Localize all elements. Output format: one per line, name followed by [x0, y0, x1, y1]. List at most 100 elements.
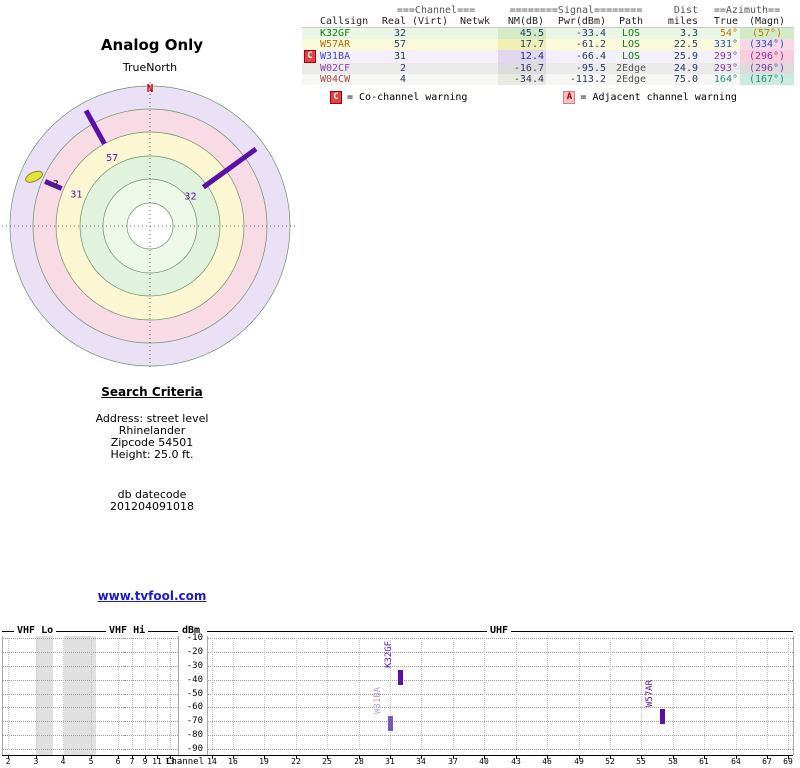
magnetic-azimuth-cell: (296°) [740, 50, 794, 63]
channel-tick [63, 755, 64, 759]
radar-station-label-32: 32 [184, 192, 196, 203]
co-channel-text: = Co-channel warning [347, 92, 468, 103]
channel-grid-line [704, 638, 705, 749]
grid-line [124, 679, 178, 681]
channel-tick-label: 46 [542, 757, 552, 766]
band-label-vhf-hi: VHF Hi [106, 625, 149, 636]
search-criteria-line-3: Height: 25.0 ft. [110, 448, 194, 461]
search-criteria-line-1: Rhinelander [118, 424, 186, 437]
signal-bar-label-W57AR: W57AR [645, 679, 655, 707]
channel-grid-line [610, 638, 611, 749]
channel-grid-line [516, 638, 517, 749]
nm-db-cell: 45.5 [498, 27, 546, 39]
true-azimuth-cell: 293° [713, 63, 738, 74]
channel-tick-label: 52 [605, 757, 615, 766]
channel-tick [157, 755, 158, 759]
channel-group-header: ===Channel=== [396, 5, 476, 16]
azimuth-group-header: ==Azimuth== [713, 5, 781, 16]
path-cell: 2Edge [615, 63, 647, 74]
grid-line [124, 665, 178, 667]
nm-db-cell: 17.7 [498, 39, 546, 50]
shaded-channel-band-0 [36, 636, 53, 755]
pwr-dbm-cell: -66.4 [575, 51, 606, 62]
channel-tick-label: 4 [60, 757, 66, 766]
radar-station-label--2: -2 [47, 179, 59, 190]
channel-tick [767, 755, 768, 759]
warning-cell [302, 39, 318, 50]
search-criteria-heading: Search Criteria [101, 385, 203, 399]
callsign-cell: K32GF [320, 28, 351, 39]
channel-tick [327, 755, 328, 759]
y-tick-label: -90 [186, 744, 203, 754]
search-criteria-line-2: Zipcode 54501 [110, 436, 194, 449]
channel-grid-line [157, 638, 158, 749]
miles-cell: 25.9 [673, 51, 698, 62]
grid-line [124, 735, 178, 737]
column-header-callsign-cell: Callsign [318, 16, 374, 28]
vhf-header-line [2, 631, 178, 632]
station-row-W02CF: W02CF 2 -16.7 -95.5 2Edge 24.9 293° (296°) [302, 63, 794, 74]
channel-grid-line [212, 638, 213, 749]
channel-tick [579, 755, 580, 759]
channel-grid-line [390, 638, 391, 749]
channel-grid-line [264, 638, 265, 749]
channel-grid-line [359, 638, 360, 749]
channel-tick [212, 755, 213, 759]
column-header-miles-cell: miles [654, 16, 700, 28]
virtual-channel-cell [408, 74, 452, 85]
callsign-cell: W31BA [320, 51, 351, 62]
column-header-virtual-channel-cell: (Virt) [408, 16, 452, 28]
grid-line [124, 638, 178, 639]
channel-grid-line [36, 638, 37, 749]
channel-tick [453, 755, 454, 759]
callsign-cell: W57AR [320, 39, 351, 50]
channel-grid-line [327, 638, 328, 749]
adjacent-channel-legend-item: A = Adjacent channel warning [563, 91, 737, 104]
radar-plot: 57 32 31 -2 N [2, 82, 298, 370]
grid-line [124, 707, 178, 709]
radar-station-mark-31 [44, 179, 63, 191]
co-channel-legend-item: C = Co-channel warning [330, 91, 467, 104]
channel-tick-label: 55 [636, 757, 646, 766]
grid-line [207, 638, 793, 639]
signal-bar-label-W31BA: W31BA [373, 686, 383, 714]
channel-tick-label: 16 [228, 757, 238, 766]
pwr-dbm-cell: -61.2 [575, 39, 606, 50]
signal-group-header: ========Signal======== [509, 5, 643, 16]
channel-grid-line [641, 638, 642, 749]
band-label-vhf-lo: VHF Lo [14, 625, 57, 636]
channel-tick [484, 755, 485, 759]
channel-tick [145, 755, 146, 759]
db-datecode-value: 201204091018 [110, 500, 194, 513]
real-channel-cell: 57 [393, 39, 406, 50]
grid-line [207, 651, 793, 653]
grid-line [207, 707, 793, 709]
channel-axis-label: Channel [166, 757, 204, 767]
column-header-real-channel-cell: Real [374, 16, 408, 28]
grid-line [207, 721, 793, 723]
column-header-pwr-dbm-cell: Pwr(dBm) [546, 16, 608, 28]
nm-db-cell: -34.4 [498, 74, 546, 85]
grid-line [124, 721, 178, 723]
channel-tick [132, 755, 133, 759]
y-tick-label: -60 [186, 702, 203, 713]
channel-tick-label: 37 [448, 757, 458, 766]
channel-tick [91, 755, 92, 759]
network-cell [452, 74, 498, 85]
channel-tick-label: 5 [88, 757, 94, 766]
tvfool-link[interactable]: www.tvfool.com [97, 589, 207, 603]
grid-line [207, 749, 793, 750]
channel-tick-label: 14 [207, 757, 217, 766]
grid-line [207, 693, 793, 695]
channel-grid-line [788, 638, 789, 749]
real-channel-cell: 31 [393, 51, 406, 62]
miles-cell: 3.3 [679, 28, 698, 39]
channel-tick [610, 755, 611, 759]
real-channel-cell: 2 [399, 63, 406, 74]
channel-grid-line [673, 638, 674, 749]
channel-tick [704, 755, 705, 759]
miles-cell: 24.9 [673, 63, 698, 74]
north-label: N [147, 82, 154, 95]
station-row-W04CW: W04CW 4 -34.4 -113.2 2Edge 75.0 164° (167°) [302, 74, 794, 85]
